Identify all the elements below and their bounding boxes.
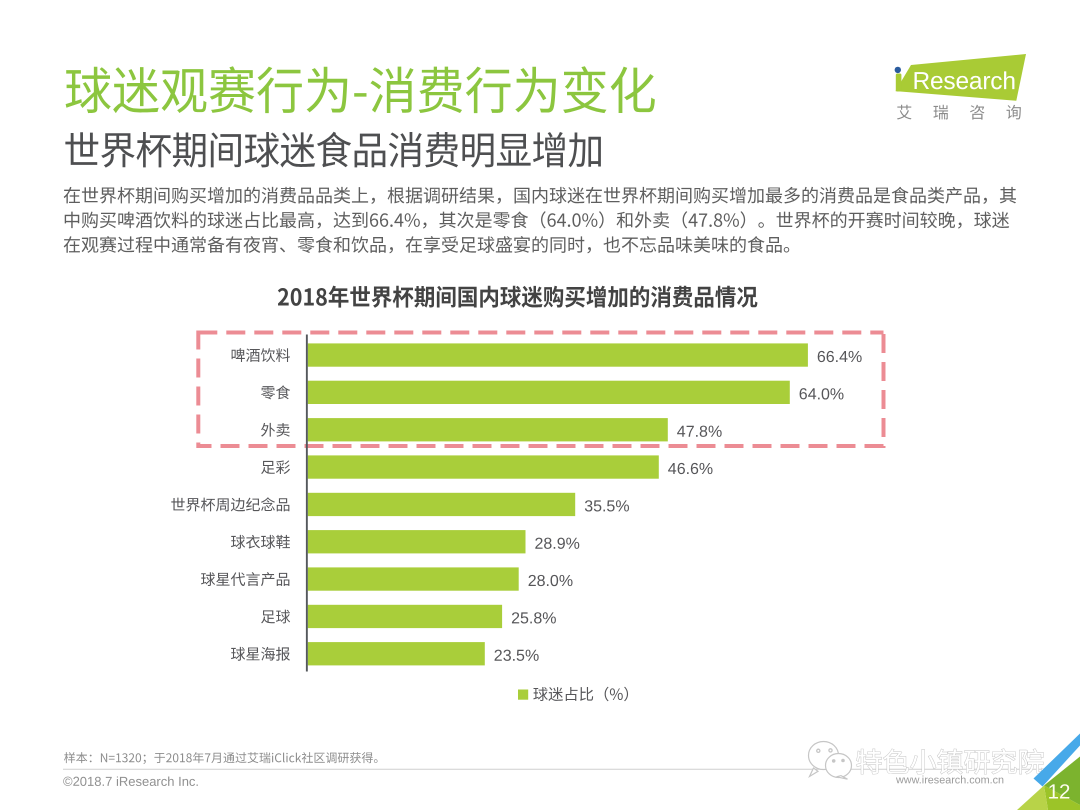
svg-text:46.6%: 46.6% xyxy=(668,461,713,478)
svg-text:35.5%: 35.5% xyxy=(584,498,629,515)
svg-text:28.0%: 28.0% xyxy=(528,573,573,590)
svg-text:Research: Research xyxy=(912,68,1015,95)
svg-text:23.5%: 23.5% xyxy=(494,648,539,665)
svg-text:47.8%: 47.8% xyxy=(677,424,722,441)
svg-text:28.9%: 28.9% xyxy=(534,536,579,553)
svg-text:66.4%: 66.4% xyxy=(817,349,862,366)
svg-text:64.0%: 64.0% xyxy=(799,386,844,403)
svg-text:www.iresearch.com.cn: www.iresearch.com.cn xyxy=(895,774,1004,786)
svg-text:25.8%: 25.8% xyxy=(511,610,556,627)
svg-text:©2018.7 iResearch Inc.: ©2018.7 iResearch Inc. xyxy=(63,774,199,789)
svg-text:12: 12 xyxy=(1048,780,1071,803)
